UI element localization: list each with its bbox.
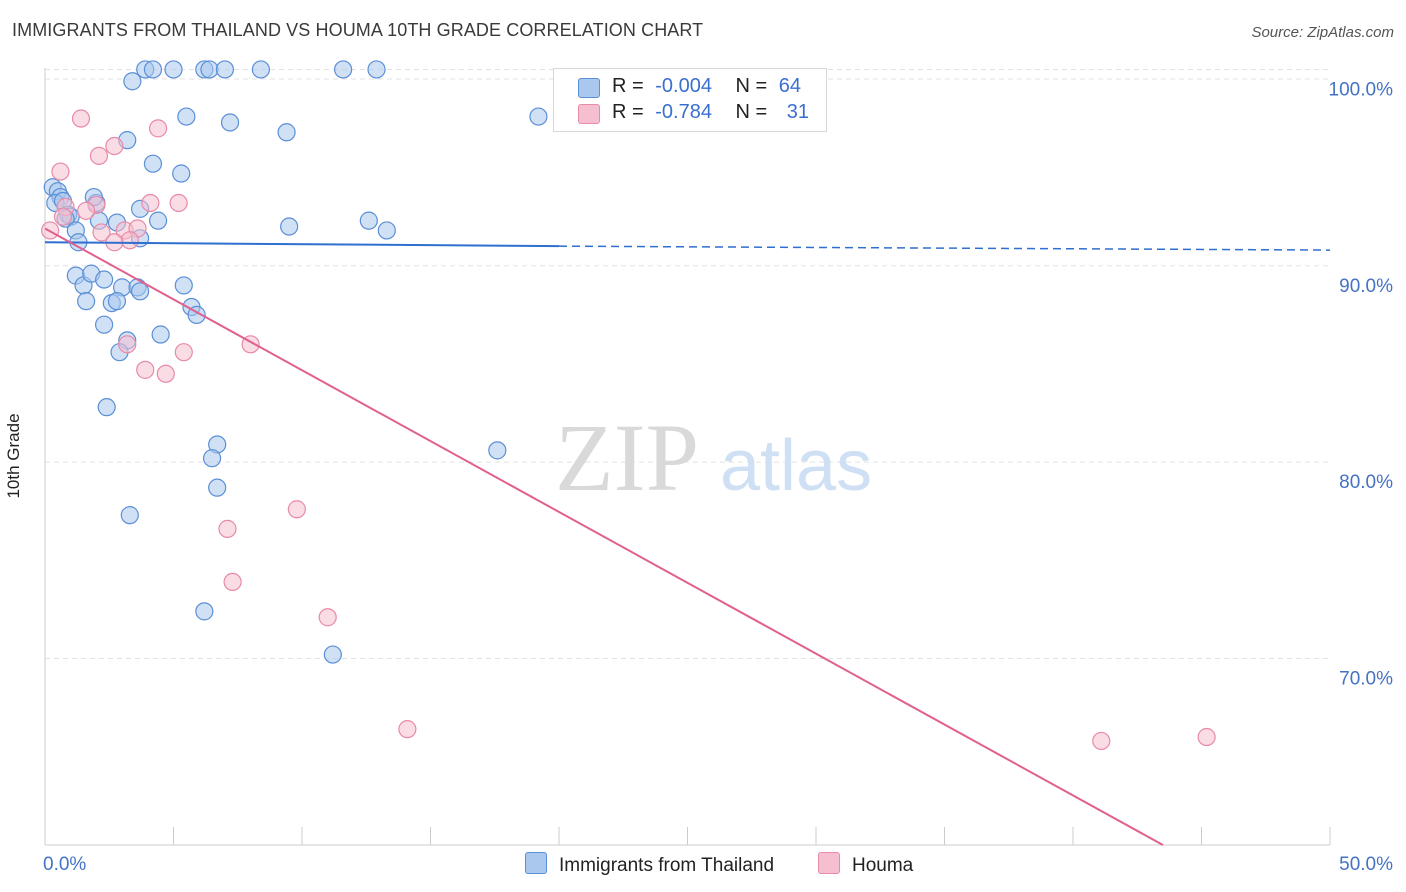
legend-swatch-pink: [578, 104, 600, 124]
x-tick-label: 0.0%: [43, 854, 86, 875]
legend-n-label: N =: [735, 75, 768, 97]
watermark-atlas: atlas: [720, 426, 872, 506]
point-houma: [89, 146, 109, 165]
point-houma: [118, 335, 137, 354]
legend-r-label: R =: [612, 75, 644, 97]
trend-lines: [44, 227, 1331, 846]
point-houma: [398, 720, 417, 739]
point-thailand: [280, 217, 299, 236]
point-thailand: [95, 270, 114, 289]
point-thailand: [143, 60, 163, 79]
legend-item-houma: Houma: [818, 852, 913, 877]
watermark-zip: ZIP: [555, 404, 699, 511]
point-thailand: [177, 107, 196, 126]
legend-r-value: -0.784: [655, 101, 712, 123]
watermark: ZIP atlas: [555, 404, 872, 511]
point-thailand: [529, 107, 548, 126]
point-houma: [218, 519, 237, 538]
point-thailand: [251, 60, 270, 79]
point-thailand: [107, 292, 127, 311]
point-thailand: [220, 113, 240, 132]
point-houma: [141, 193, 160, 213]
point-houma: [156, 364, 175, 383]
point-thailand: [130, 282, 150, 301]
point-thailand: [323, 645, 342, 664]
point-houma: [136, 360, 155, 379]
point-thailand: [200, 60, 219, 79]
data-points: [41, 60, 1216, 751]
trend-line-houma: [44, 227, 1164, 846]
point-thailand: [77, 292, 96, 311]
chart-title: IMMIGRANTS FROM THAILAND VS HOUMA 10TH G…: [12, 20, 704, 40]
legend-item-thailand: Immigrants from Thailand: [525, 852, 774, 877]
point-thailand: [151, 325, 170, 344]
point-thailand: [143, 154, 163, 173]
legend-r-label: R =: [612, 101, 644, 123]
legend-n-label: N =: [735, 101, 768, 123]
stats-legend: R = -0.004 N = 64 R = -0.784 N = 31: [553, 68, 827, 132]
point-houma: [92, 223, 111, 242]
legend-n-value: 64: [778, 75, 802, 97]
point-thailand: [277, 123, 296, 142]
point-thailand: [195, 602, 214, 621]
legend-n-value: 31: [786, 101, 810, 123]
point-thailand: [367, 60, 386, 79]
point-thailand: [377, 221, 396, 240]
x-tick-label: 50.0%: [1339, 854, 1393, 875]
point-thailand: [97, 398, 116, 417]
point-thailand: [202, 449, 222, 468]
y-tick-label: 70.0%: [1339, 668, 1393, 689]
point-houma: [1197, 727, 1216, 747]
point-houma: [105, 136, 124, 156]
legend-r-value: -0.004: [655, 75, 712, 97]
y-tick-label: 90.0%: [1339, 276, 1393, 297]
legend-label-thailand: Immigrants from Thailand: [559, 855, 775, 876]
legend-swatch-pink: [818, 852, 840, 874]
point-houma: [77, 201, 96, 220]
y-tick-label: 100.0%: [1329, 79, 1394, 100]
trend-line-thailand-extension: [558, 245, 1331, 251]
legend-label-houma: Houma: [852, 855, 914, 876]
point-thailand: [172, 164, 191, 183]
point-thailand: [148, 211, 168, 230]
point-houma: [169, 193, 188, 213]
point-houma: [223, 572, 242, 592]
point-thailand: [488, 441, 507, 460]
chart-source: Source: ZipAtlas.com: [1251, 24, 1394, 41]
point-thailand: [215, 60, 234, 79]
point-thailand: [120, 506, 139, 525]
point-houma: [120, 231, 139, 250]
point-thailand: [164, 60, 183, 79]
point-thailand: [174, 276, 193, 295]
trend-line-thailand: [44, 241, 560, 248]
gridlines: [45, 68, 1330, 659]
point-houma: [174, 343, 193, 362]
point-houma: [318, 608, 337, 627]
point-houma: [287, 500, 306, 519]
y-tick-label: 80.0%: [1339, 472, 1393, 493]
point-houma: [1092, 731, 1111, 751]
point-thailand: [208, 478, 227, 497]
point-thailand: [359, 211, 378, 230]
point-houma: [51, 162, 70, 181]
axes: [44, 68, 1331, 846]
point-thailand: [123, 72, 142, 91]
legend-swatch-blue: [578, 78, 600, 98]
point-houma: [53, 207, 73, 226]
tick-labels: 100.0% 90.0% 80.0% 70.0% 0.0% 50.0%: [43, 79, 1393, 875]
point-houma: [148, 119, 168, 138]
point-thailand: [95, 315, 114, 334]
point-thailand: [334, 60, 353, 79]
legend-swatch-blue: [525, 852, 547, 874]
point-houma: [71, 109, 91, 128]
